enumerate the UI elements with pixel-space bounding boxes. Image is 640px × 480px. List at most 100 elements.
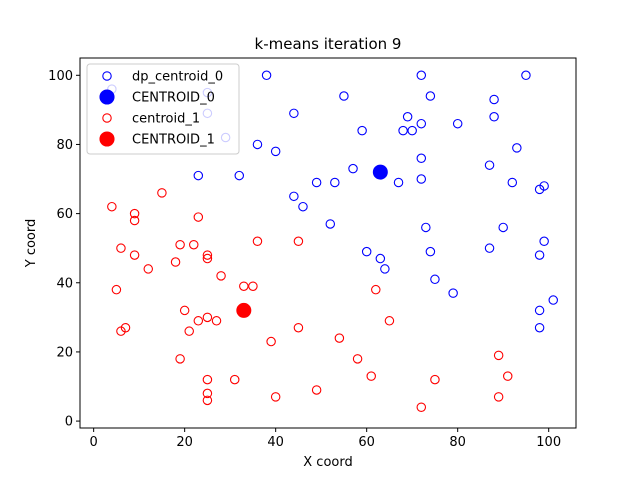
legend-label: CENTROID_1 bbox=[132, 133, 215, 148]
x-tick-label: 0 bbox=[90, 435, 98, 450]
data-point bbox=[129, 250, 140, 260]
data-point bbox=[407, 125, 417, 136]
dp_centroid_0-series bbox=[107, 70, 558, 333]
y-axis-label: Y coord bbox=[24, 219, 39, 269]
axes-frame bbox=[79, 57, 577, 429]
legend: dp_centroid_0 CENTROID_0 centroid_1 CENTROI… bbox=[86, 63, 240, 155]
data-point bbox=[416, 70, 427, 81]
data-point bbox=[266, 336, 276, 347]
data-point bbox=[430, 274, 440, 285]
data-point bbox=[430, 374, 440, 385]
data-point bbox=[129, 208, 140, 219]
centroid_0-marker bbox=[372, 164, 388, 180]
data-point bbox=[193, 316, 204, 326]
data-point bbox=[157, 188, 167, 198]
data-point bbox=[330, 177, 340, 188]
x-tick-label: 80 bbox=[449, 435, 466, 450]
data-point bbox=[402, 112, 413, 122]
legend-marker bbox=[99, 89, 115, 105]
y-tick-label: 80 bbox=[56, 138, 73, 153]
data-point bbox=[425, 91, 436, 101]
data-point bbox=[489, 112, 499, 122]
data-point bbox=[325, 219, 336, 229]
data-point bbox=[116, 326, 126, 336]
legend-label: centroid_1 bbox=[132, 112, 200, 127]
data-point bbox=[311, 177, 322, 188]
y-tick-label: 0 bbox=[65, 415, 73, 430]
x-tick-label: 40 bbox=[267, 435, 284, 450]
x-tick-label: 100 bbox=[536, 435, 561, 450]
data-point bbox=[484, 243, 495, 253]
data-point bbox=[252, 236, 263, 247]
data-point bbox=[425, 246, 436, 257]
data-point bbox=[416, 402, 427, 413]
data-point bbox=[348, 163, 358, 174]
data-point bbox=[175, 239, 185, 250]
plot-area bbox=[107, 70, 558, 413]
data-point bbox=[548, 295, 558, 305]
data-point bbox=[270, 392, 281, 402]
data-point bbox=[493, 350, 504, 361]
data-point bbox=[484, 160, 495, 170]
data-point bbox=[416, 118, 427, 129]
centroid_1-marker bbox=[236, 302, 252, 318]
data-point bbox=[452, 118, 463, 129]
data-point bbox=[170, 257, 181, 267]
legend-label: dp_centroid_0 bbox=[132, 70, 223, 85]
data-point bbox=[193, 170, 204, 181]
data-point bbox=[175, 354, 185, 364]
chart-title: k-means iteration 9 bbox=[255, 35, 402, 53]
data-point bbox=[352, 354, 363, 364]
data-point bbox=[270, 146, 281, 157]
data-point bbox=[380, 264, 390, 274]
data-point bbox=[111, 284, 122, 295]
data-point bbox=[539, 236, 549, 247]
data-point bbox=[393, 177, 404, 188]
x-axis-label: X coord bbox=[303, 455, 352, 470]
data-point bbox=[298, 201, 308, 212]
data-point bbox=[289, 191, 299, 202]
data-point bbox=[202, 395, 213, 406]
data-point bbox=[116, 243, 126, 253]
axis-ticks: 0 20 40 60 80 100 0 20 40 60 80 100 bbox=[48, 69, 561, 450]
data-point bbox=[502, 371, 513, 381]
CENTROID_0-series bbox=[372, 164, 388, 180]
legend-box bbox=[86, 63, 240, 155]
data-point bbox=[239, 281, 249, 291]
data-point bbox=[129, 215, 140, 226]
data-point bbox=[521, 70, 531, 81]
data-point bbox=[361, 246, 372, 257]
data-point bbox=[448, 288, 458, 298]
y-tick-label: 40 bbox=[56, 276, 73, 291]
data-point bbox=[311, 385, 322, 395]
data-point bbox=[416, 174, 427, 184]
data-point bbox=[334, 333, 345, 343]
data-point bbox=[357, 125, 367, 136]
data-point bbox=[384, 316, 395, 326]
data-point bbox=[512, 143, 522, 153]
data-point bbox=[248, 281, 258, 291]
legend-marker bbox=[102, 113, 112, 123]
data-point bbox=[261, 70, 272, 81]
data-point bbox=[534, 305, 545, 316]
data-point bbox=[189, 239, 199, 250]
x-tick-label: 20 bbox=[176, 435, 193, 450]
data-point bbox=[202, 374, 213, 385]
data-point bbox=[498, 222, 508, 233]
data-point bbox=[234, 170, 245, 181]
legend-marker bbox=[99, 131, 115, 147]
data-point bbox=[493, 392, 504, 402]
y-tick-label: 20 bbox=[56, 345, 73, 360]
data-point bbox=[107, 201, 117, 212]
data-point bbox=[366, 371, 376, 381]
centroid_1-series bbox=[107, 188, 513, 413]
x-tick-label: 60 bbox=[358, 435, 375, 450]
y-tick-label: 100 bbox=[48, 69, 73, 84]
data-point bbox=[202, 388, 213, 399]
data-point bbox=[202, 253, 213, 264]
data-point bbox=[293, 236, 304, 247]
y-tick-label: 60 bbox=[56, 207, 73, 222]
data-point bbox=[339, 91, 349, 101]
data-point bbox=[489, 94, 499, 105]
